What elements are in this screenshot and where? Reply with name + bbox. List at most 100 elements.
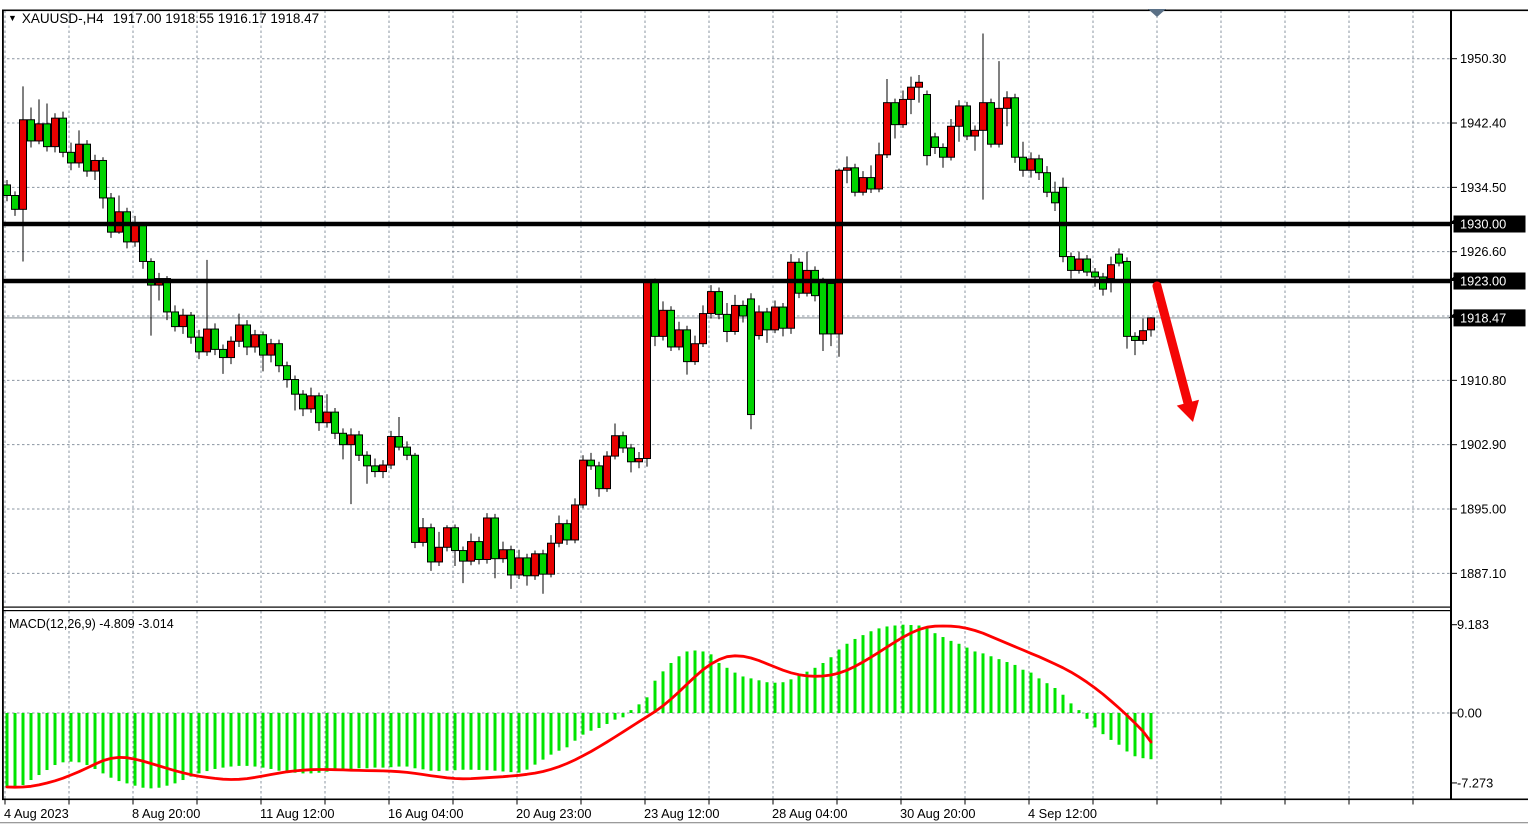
candle-body xyxy=(339,432,347,446)
macd-axis-label: 9.183 xyxy=(1457,617,1489,632)
macd-bar xyxy=(533,713,537,765)
macd-bar xyxy=(269,713,273,769)
macd-bar xyxy=(717,662,721,713)
candle-body xyxy=(275,343,283,367)
time-axis-label: 16 Aug 04:00 xyxy=(388,806,463,821)
candle-body xyxy=(1003,97,1011,109)
candle-body xyxy=(99,159,107,199)
macd-bar xyxy=(845,643,849,713)
candle-body xyxy=(1123,260,1131,337)
candle-body xyxy=(459,550,467,562)
candle-body xyxy=(419,527,427,543)
candle-body xyxy=(723,313,731,332)
candle-body xyxy=(59,117,67,153)
candle-body xyxy=(1115,253,1123,264)
candle-body xyxy=(907,86,915,100)
macd-bar xyxy=(693,650,697,713)
macd-bar xyxy=(725,667,729,713)
candle-body xyxy=(651,281,659,337)
candle-body xyxy=(147,260,155,286)
candle-body xyxy=(427,527,435,563)
macd-bar xyxy=(1021,669,1025,713)
candle-body xyxy=(123,211,131,243)
candle-body xyxy=(395,436,403,448)
candle-body xyxy=(211,328,219,350)
macd-bar xyxy=(789,679,793,713)
macd-bar xyxy=(685,651,689,713)
candle-body xyxy=(915,81,923,88)
macd-bar xyxy=(93,713,97,769)
candle-body xyxy=(883,102,891,156)
macd-bar xyxy=(1141,713,1145,759)
macd-bar xyxy=(1125,713,1129,752)
candle-body xyxy=(195,336,203,353)
macd-bar xyxy=(149,713,153,789)
price-axis-label: 1902.90 xyxy=(1460,437,1506,452)
candle-body xyxy=(603,455,611,490)
macd-bar xyxy=(85,713,89,766)
candle-body xyxy=(923,94,931,157)
macd-bar xyxy=(461,713,465,770)
macd-bar xyxy=(877,628,881,713)
candle-body xyxy=(851,167,859,193)
macd-bar xyxy=(885,626,889,713)
macd-bar xyxy=(893,625,897,713)
macd-bar xyxy=(1013,664,1017,713)
macd-bar xyxy=(109,713,113,778)
macd-bar xyxy=(949,640,953,713)
trend-arrow-annotation[interactable] xyxy=(1152,281,1199,422)
candle-body xyxy=(827,282,835,335)
macd-bar xyxy=(61,713,65,763)
price-axis[interactable]: 1950.30 1942.40 1934.50 1926.60 1910.80 1902.… xyxy=(1448,51,1526,790)
macd-bar xyxy=(445,713,449,771)
candle-body xyxy=(51,117,59,148)
time-axis-label: 4 Sep 12:00 xyxy=(1028,806,1097,821)
time-axis[interactable]: 4 Aug 2023 8 Aug 20:00 11 Aug 12:00 16 Aug … xyxy=(4,800,1414,821)
candle-body xyxy=(251,334,259,348)
macd-bar xyxy=(53,713,57,766)
price-axis-label: 1942.40 xyxy=(1460,116,1506,131)
macd-bar xyxy=(1085,713,1089,719)
candle-body xyxy=(1139,330,1147,341)
macd-bar xyxy=(5,713,9,787)
candle-body xyxy=(139,225,147,262)
candle-body xyxy=(619,435,627,449)
macd-bar xyxy=(373,713,377,768)
macd-bar xyxy=(501,713,505,772)
level-lines[interactable] xyxy=(2,221,1451,284)
price-axis-label: 1926.60 xyxy=(1460,244,1506,259)
macd-bar xyxy=(749,678,753,713)
macd-bar xyxy=(1149,713,1153,760)
symbol-dropdown-icon: ▼ xyxy=(8,12,17,23)
candle-body xyxy=(379,464,387,473)
candle-body xyxy=(963,105,971,137)
candle-body xyxy=(635,458,643,463)
candle-body xyxy=(179,314,187,328)
candle-body xyxy=(627,447,635,463)
candle-body xyxy=(643,281,651,460)
candle-body xyxy=(35,123,43,142)
macd-bar xyxy=(565,713,569,748)
macd-bar xyxy=(541,713,545,760)
macd-bar xyxy=(421,713,425,770)
candle-body xyxy=(611,435,619,457)
macd-bar xyxy=(509,713,513,773)
macd-bar xyxy=(757,680,761,713)
macd-axis-label: 0.00 xyxy=(1457,706,1482,721)
macd-bar xyxy=(245,713,249,766)
candle-body xyxy=(515,557,523,576)
candle-body xyxy=(75,143,83,164)
macd-bar xyxy=(341,713,345,771)
macd-bar xyxy=(989,656,993,713)
candle-body xyxy=(1091,271,1099,278)
candle-body xyxy=(1043,172,1051,193)
candle-body xyxy=(667,309,675,348)
macd-bar xyxy=(637,704,641,713)
macd-bar xyxy=(629,710,633,713)
candle-body xyxy=(43,123,51,148)
candle-body xyxy=(491,517,499,560)
candle-body xyxy=(931,136,939,148)
candle-body xyxy=(267,343,275,356)
candle-body xyxy=(1035,158,1043,174)
